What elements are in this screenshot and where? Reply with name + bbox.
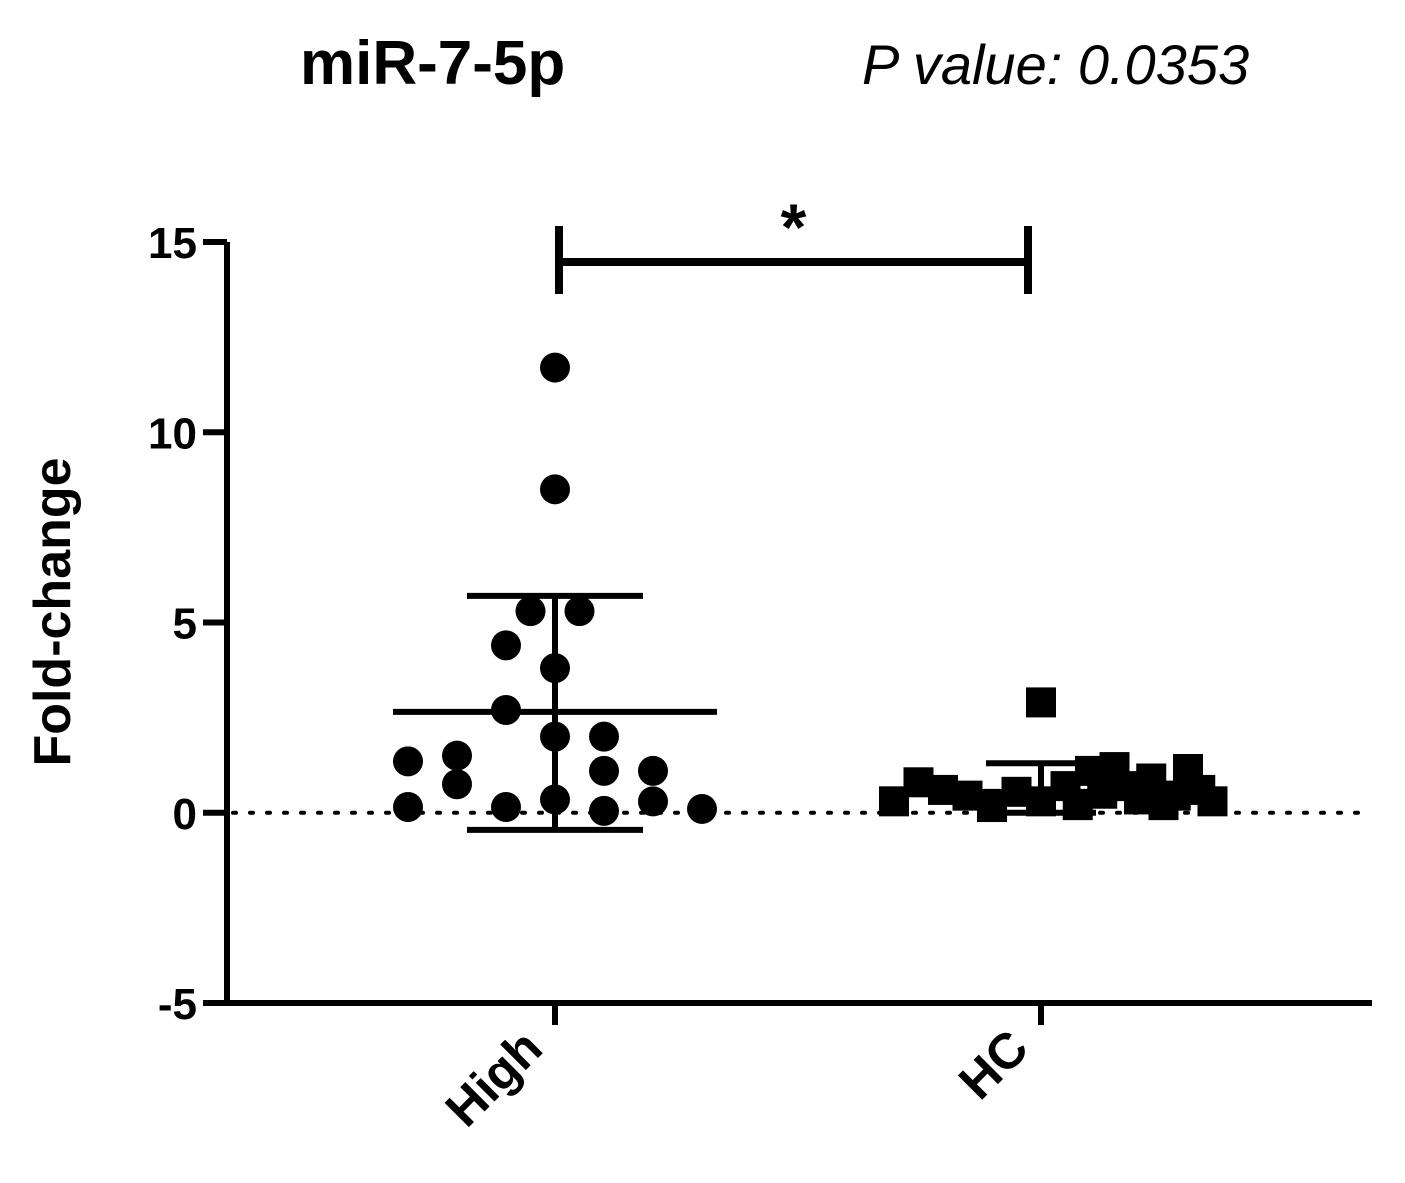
chart-title: miR-7-5p [300, 29, 566, 98]
data-point [442, 740, 472, 771]
y-axis-label: Fold-change [24, 457, 82, 766]
data-point [393, 792, 423, 823]
data-point [638, 755, 668, 786]
data-point [393, 746, 423, 777]
data-point [589, 755, 619, 786]
data-point [638, 786, 668, 817]
data-point [515, 596, 546, 627]
y-tick-label: 15 [148, 219, 197, 268]
data-point [540, 352, 570, 383]
x-tick-label: HC [948, 1019, 1039, 1110]
data-point [564, 596, 595, 627]
x-tick-label: High [435, 1019, 553, 1137]
data-point [1026, 687, 1056, 718]
y-tick-label: -5 [158, 980, 197, 1029]
data-point [491, 630, 521, 661]
data-point [442, 769, 472, 800]
data-point [1197, 786, 1228, 817]
significance-star: * [781, 190, 807, 264]
data-point [491, 792, 521, 823]
p-value-annotation: P value: 0.0353 [862, 33, 1250, 96]
data-point [589, 721, 619, 752]
data-point [687, 793, 717, 824]
data-point [540, 474, 570, 505]
data-point [589, 795, 619, 826]
y-tick-label: 0 [173, 790, 197, 839]
y-tick-label: 10 [148, 409, 197, 458]
y-tick-label: 5 [173, 600, 197, 649]
